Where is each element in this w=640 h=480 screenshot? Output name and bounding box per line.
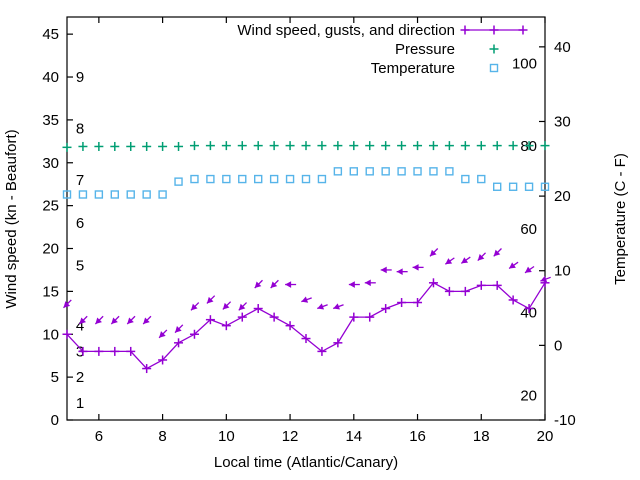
gust-direction-arrow xyxy=(175,326,182,333)
y-tick-label: 20 xyxy=(42,241,59,258)
y-tick-label: 45 xyxy=(42,26,59,43)
x-tick-label: 10 xyxy=(218,428,235,445)
beaufort-label: 4 xyxy=(76,318,84,335)
gust-direction-arrow xyxy=(348,281,355,288)
x-tick-label: 6 xyxy=(95,428,103,445)
y2-tick-label: 20 xyxy=(554,188,571,205)
series-temperature xyxy=(62,167,550,199)
gust-direction-arrow xyxy=(445,258,453,265)
x-axis-ticks: 6 8 10 12 14 16 18 20 xyxy=(95,17,554,445)
gust-direction-arrow xyxy=(127,317,134,325)
gust-direction-arrow xyxy=(95,317,102,325)
y-tick-label: 0 xyxy=(51,412,59,429)
x-tick-label: 12 xyxy=(282,428,299,445)
gust-direction-arrow xyxy=(364,279,371,287)
fahrenheit-label: 100 xyxy=(512,55,537,72)
gust-direction-arrow xyxy=(461,257,469,264)
gust-direction-arrow xyxy=(270,281,278,289)
y-tick-label: 15 xyxy=(42,283,59,300)
gust-direction-arrow xyxy=(238,303,246,311)
y2-tick-label: 10 xyxy=(554,263,571,280)
beaufort-label: 8 xyxy=(76,120,84,137)
gust-direction-arrow xyxy=(63,301,71,308)
gust-direction-arrow xyxy=(301,296,309,303)
y-tick-label: 25 xyxy=(42,198,59,215)
gust-direction-arrow xyxy=(509,262,516,269)
y2-tick-label: 0 xyxy=(554,337,562,354)
legend-label: Pressure xyxy=(395,41,455,58)
y2-tick-label: 30 xyxy=(554,113,571,130)
gust-direction-arrow xyxy=(333,303,340,310)
x-tick-label: 8 xyxy=(158,428,166,445)
gust-direction-arrow xyxy=(143,317,150,325)
y2-tick-label: 40 xyxy=(554,39,571,56)
gust-direction-arrow xyxy=(540,275,548,283)
gust-direction-arrow xyxy=(111,317,118,325)
gust-direction-arrow xyxy=(380,266,387,274)
gust-direction-arrow xyxy=(254,281,262,289)
x-tick-label: 14 xyxy=(345,428,362,445)
gust-direction-arrow xyxy=(412,264,419,271)
y-tick-label: 10 xyxy=(42,326,59,343)
y-tick-label: 35 xyxy=(42,112,59,129)
beaufort-label: 5 xyxy=(76,258,84,275)
gust-direction-arrow xyxy=(159,331,166,338)
series-pressure xyxy=(62,141,550,152)
y2-tick-label: -10 xyxy=(554,412,576,429)
gust-direction-arrow xyxy=(493,249,501,257)
y-tick-label: 5 xyxy=(51,369,59,386)
gust-direction-arrow xyxy=(429,249,437,257)
y2-axis-ticks: -10 0 10 20 30 40 xyxy=(539,39,576,429)
gust-direction-arrow xyxy=(285,281,292,288)
beaufort-label: 2 xyxy=(76,369,84,386)
gust-direction-arrow xyxy=(222,302,230,310)
fahrenheit-label: 20 xyxy=(520,387,537,404)
fahrenheit-label: 60 xyxy=(520,221,537,238)
gust-direction-arrow xyxy=(477,254,485,261)
y-tick-label: 30 xyxy=(42,155,59,172)
x-tick-label: 18 xyxy=(473,428,490,445)
x-tick-label: 20 xyxy=(537,428,554,445)
beaufort-label: 7 xyxy=(76,172,84,189)
beaufort-label: 9 xyxy=(76,69,84,86)
plot-frame xyxy=(66,16,546,421)
beaufort-label: 1 xyxy=(76,395,84,412)
series-wind-speed xyxy=(62,278,550,374)
gust-direction-arrow xyxy=(190,303,198,311)
legend-label: Temperature xyxy=(371,60,455,77)
gust-direction-arrow xyxy=(317,303,325,310)
gust-direction-arrow xyxy=(525,266,532,273)
x-tick-label: 16 xyxy=(409,428,426,445)
gust-direction-arrow xyxy=(206,296,214,304)
gust-direction-arrow xyxy=(79,317,87,325)
y-tick-label: 40 xyxy=(42,69,59,86)
series-gusts-direction xyxy=(63,248,551,339)
legend-label: Wind speed, gusts, and direction xyxy=(237,22,455,39)
beaufort-label: 6 xyxy=(76,215,84,232)
x-axis-title: Local time (Atlantic/Canary) xyxy=(214,454,398,471)
y-axis-ticks: 0 5 10 15 20 25 30 35 40 45 xyxy=(42,26,73,429)
gust-direction-arrow xyxy=(396,268,403,275)
y-axis-title: Wind speed (kn - Beaufort) xyxy=(3,129,20,308)
chart-legend: Wind speed, gusts, and direction Pressure… xyxy=(237,22,528,77)
y2-axis-title: Temperature (C - F) xyxy=(612,153,629,285)
